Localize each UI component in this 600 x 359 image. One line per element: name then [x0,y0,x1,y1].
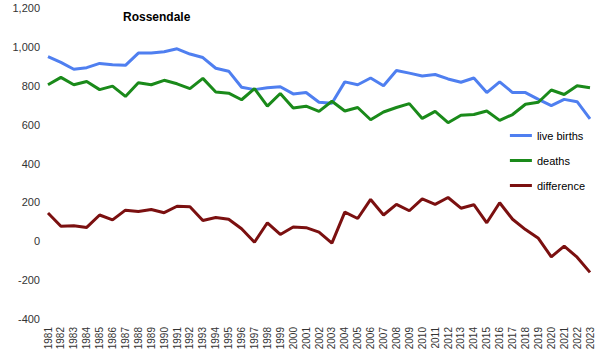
svg-text:2016: 2016 [494,327,505,350]
svg-text:1995: 1995 [223,327,234,350]
svg-text:2008: 2008 [391,327,402,350]
svg-text:2020: 2020 [546,327,557,350]
svg-text:1993: 1993 [197,327,208,350]
svg-text:2019: 2019 [533,327,544,350]
svg-text:2010: 2010 [417,327,428,350]
svg-text:2023: 2023 [585,327,596,350]
svg-text:1994: 1994 [210,327,221,350]
svg-text:0: 0 [34,235,40,247]
svg-text:2000: 2000 [288,327,299,350]
svg-text:1989: 1989 [146,327,157,350]
svg-text:1986: 1986 [107,327,118,350]
svg-text:live births: live births [537,130,584,142]
svg-text:-400: -400 [18,313,40,325]
svg-text:2014: 2014 [468,327,479,350]
svg-text:2021: 2021 [559,327,570,350]
svg-text:-200: -200 [18,274,40,286]
svg-text:1983: 1983 [68,327,79,350]
svg-text:2022: 2022 [572,327,583,350]
svg-text:1988: 1988 [133,327,144,350]
svg-text:2006: 2006 [365,327,376,350]
svg-text:1991: 1991 [172,327,183,350]
svg-text:1981: 1981 [43,327,54,350]
svg-text:1999: 1999 [275,327,286,350]
svg-text:400: 400 [22,158,40,170]
svg-text:2018: 2018 [520,327,531,350]
svg-text:2012: 2012 [443,327,454,350]
svg-text:2009: 2009 [404,327,415,350]
svg-text:1987: 1987 [120,327,131,350]
svg-text:1982: 1982 [55,327,66,350]
svg-text:difference: difference [537,180,585,192]
svg-text:2005: 2005 [352,327,363,350]
svg-text:2017: 2017 [507,327,518,350]
svg-text:1992: 1992 [184,327,195,350]
svg-text:2007: 2007 [378,327,389,350]
svg-text:1997: 1997 [249,327,260,350]
svg-text:deaths: deaths [537,155,571,167]
svg-text:800: 800 [22,80,40,92]
svg-text:1998: 1998 [262,327,273,350]
svg-text:2011: 2011 [430,327,441,349]
svg-text:1984: 1984 [81,327,92,350]
svg-text:2001: 2001 [301,327,312,350]
svg-text:Rossendale: Rossendale [123,10,191,24]
svg-text:2004: 2004 [339,327,350,350]
svg-text:1,200: 1,200 [12,2,40,14]
svg-text:200: 200 [22,196,40,208]
svg-text:2013: 2013 [455,327,466,350]
svg-text:1996: 1996 [236,327,247,350]
svg-text:1985: 1985 [94,327,105,350]
svg-text:1,000: 1,000 [12,41,40,53]
svg-text:1990: 1990 [159,327,170,350]
svg-text:2002: 2002 [314,327,325,350]
svg-text:2003: 2003 [326,327,337,350]
svg-text:2015: 2015 [481,327,492,350]
svg-text:600: 600 [22,119,40,131]
